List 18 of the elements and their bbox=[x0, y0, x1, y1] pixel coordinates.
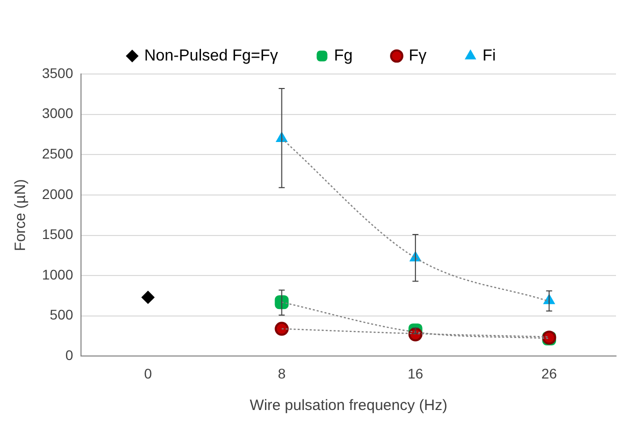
legend-label: Fγ bbox=[408, 47, 426, 64]
x-tick-label: 26 bbox=[541, 365, 558, 382]
x-tick-label: 8 bbox=[278, 365, 286, 382]
x-tick-label: 0 bbox=[144, 365, 152, 382]
y-tick-label: 3000 bbox=[42, 105, 74, 122]
y-tick-label: 2000 bbox=[42, 186, 74, 202]
x-axis-title: Wire pulsation frequency (Hz) bbox=[250, 397, 448, 414]
y-axis-title: Force (µN) bbox=[12, 179, 30, 252]
legend-label: Fi bbox=[482, 47, 496, 64]
y-tick-label: 3500 bbox=[42, 64, 74, 81]
y-tick-label: 500 bbox=[50, 306, 74, 323]
legend-label: Non-Pulsed Fg=Fγ bbox=[144, 47, 278, 64]
y-tick-label: 0 bbox=[65, 347, 74, 364]
y-tick-label: 1500 bbox=[42, 226, 74, 242]
x-tick-label: 16 bbox=[408, 365, 424, 382]
y-tick-label: 1000 bbox=[42, 266, 74, 282]
y-tick-label: 2500 bbox=[42, 145, 74, 162]
legend-label: Fg bbox=[334, 47, 353, 64]
